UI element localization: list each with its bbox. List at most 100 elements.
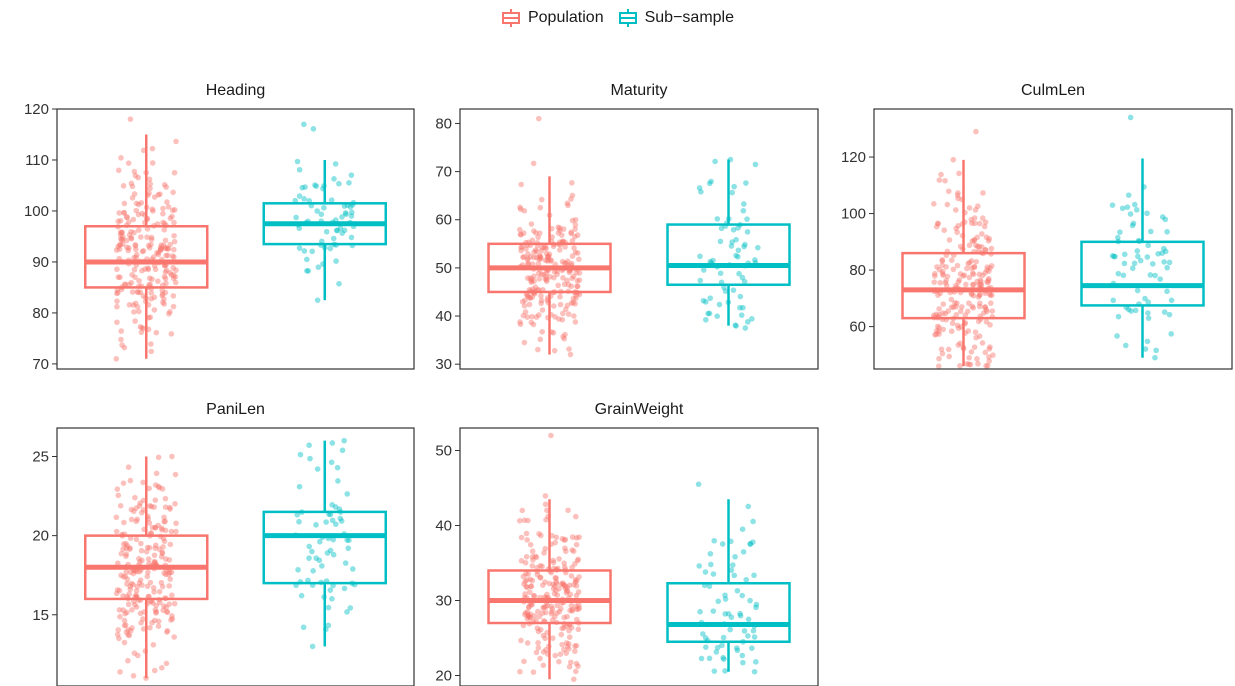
data-point — [742, 325, 749, 331]
data-point — [525, 613, 532, 619]
data-point — [575, 663, 581, 669]
data-point — [163, 252, 169, 259]
data-point — [118, 155, 124, 161]
data-point — [548, 603, 555, 610]
data-point — [965, 328, 972, 334]
data-point — [741, 628, 748, 634]
data-point — [573, 535, 580, 541]
data-point — [548, 257, 554, 263]
data-point — [744, 319, 751, 325]
data-point — [985, 275, 992, 282]
data-point — [948, 304, 955, 310]
data-point — [528, 583, 534, 589]
data-point — [732, 553, 738, 560]
data-point — [707, 550, 714, 557]
data-point — [551, 274, 557, 281]
data-point — [706, 655, 713, 662]
data-point — [750, 518, 756, 525]
data-point — [1119, 205, 1126, 212]
data-point — [973, 128, 979, 135]
data-point — [941, 227, 948, 234]
data-point — [968, 265, 975, 271]
data-point — [331, 176, 337, 182]
data-point — [121, 200, 128, 207]
data-point — [170, 303, 177, 310]
data-point — [152, 607, 159, 613]
data-point — [154, 250, 160, 256]
data-point — [530, 286, 536, 292]
legend-key-population-icon — [501, 9, 520, 27]
data-point — [521, 207, 528, 214]
data-point — [570, 295, 577, 302]
data-point — [567, 591, 574, 598]
series-population — [84, 453, 209, 681]
data-point — [117, 274, 123, 281]
data-point — [722, 668, 728, 674]
data-point — [128, 235, 134, 241]
data-point — [314, 466, 321, 472]
data-point — [970, 271, 977, 278]
data-point — [984, 264, 991, 270]
data-point — [168, 331, 175, 337]
data-point — [528, 278, 534, 284]
data-point — [523, 571, 529, 577]
data-point — [537, 626, 544, 633]
data-point — [117, 229, 124, 236]
data-point — [522, 578, 529, 585]
data-point — [984, 362, 991, 369]
data-point — [976, 292, 983, 299]
data-point — [710, 608, 717, 614]
data-point — [539, 328, 545, 335]
data-point — [305, 268, 312, 274]
data-point — [567, 607, 573, 614]
data-point — [312, 182, 318, 188]
data-point — [538, 247, 545, 254]
data-point — [983, 363, 989, 369]
data-point — [148, 296, 154, 302]
data-point — [1135, 253, 1141, 260]
data-point — [572, 576, 579, 583]
data-point — [946, 237, 953, 243]
data-point — [539, 582, 546, 588]
data-point — [524, 577, 530, 583]
data-point — [751, 572, 757, 579]
data-point — [542, 545, 549, 552]
data-point — [980, 190, 986, 196]
data-point — [742, 241, 748, 248]
data-point — [161, 603, 167, 609]
data-point — [711, 668, 718, 674]
data-point — [520, 254, 526, 261]
data-point — [347, 204, 354, 210]
data-point — [966, 300, 972, 306]
data-point — [976, 303, 983, 310]
data-point — [293, 214, 299, 221]
data-point — [733, 323, 739, 329]
data-point — [113, 247, 120, 253]
data-point — [964, 265, 970, 272]
data-point — [138, 234, 144, 240]
data-point — [135, 289, 142, 296]
data-point — [540, 271, 547, 278]
data-point — [302, 184, 308, 190]
data-point — [545, 253, 552, 260]
data-point — [939, 350, 946, 357]
data-point — [556, 585, 562, 592]
data-point — [537, 562, 544, 569]
data-point — [552, 314, 558, 320]
data-point — [521, 302, 528, 309]
data-point — [132, 318, 138, 324]
data-point — [118, 550, 125, 557]
data-point — [131, 309, 137, 315]
data-point — [516, 226, 523, 233]
data-point — [115, 627, 122, 633]
data-point — [970, 282, 976, 288]
data-point — [1117, 229, 1123, 235]
data-point — [717, 270, 724, 277]
data-point — [156, 588, 163, 595]
data-point — [114, 298, 120, 304]
data-point — [337, 225, 344, 231]
data-point — [721, 284, 727, 291]
data-point — [542, 493, 549, 499]
series-sub-sample — [1080, 114, 1205, 361]
data-point — [942, 310, 949, 317]
